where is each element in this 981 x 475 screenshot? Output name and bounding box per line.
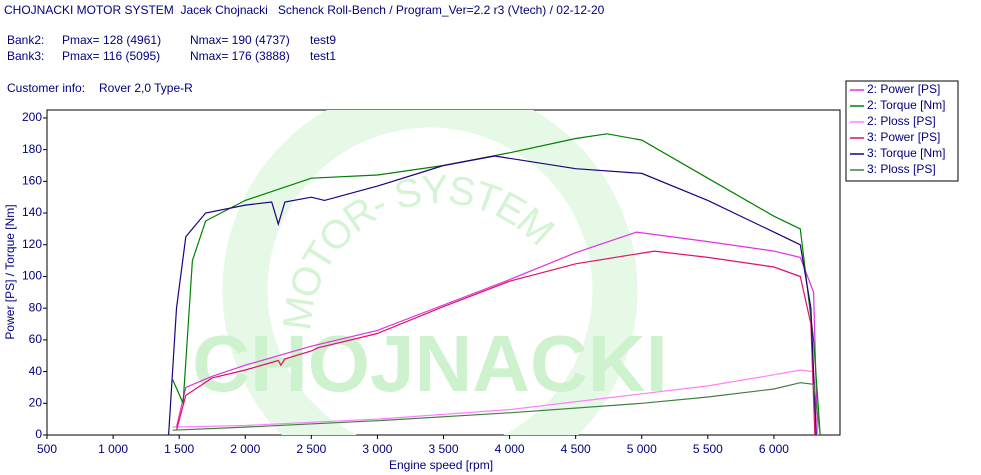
customer-label: Customer info:	[7, 81, 85, 95]
nmax: Nmax= 190 (4737)	[190, 33, 290, 47]
test: test9	[310, 33, 336, 47]
legend-label: 3: Torque [Nm]	[867, 146, 945, 160]
series-line	[172, 369, 819, 435]
header-line: CHOJNACKI MOTOR SYSTEM Jacek Chojnacki S…	[4, 3, 605, 17]
series-line	[172, 382, 821, 435]
plot-area	[46, 109, 841, 436]
x-tick-label: 3 000	[362, 442, 392, 456]
nmax: Nmax= 176 (3888)	[190, 49, 290, 63]
y-tick-label: 200	[22, 110, 42, 124]
test: test1	[310, 49, 336, 63]
y-tick-label: 140	[22, 205, 42, 219]
x-tick-label: 1 500	[164, 442, 194, 456]
legend-label: 2: Torque [Nm]	[867, 98, 945, 112]
pmax: Pmax= 128 (4961)	[62, 33, 161, 47]
series-line	[175, 231, 819, 435]
legend	[845, 80, 959, 182]
watermark-text: CHOJNACKI	[192, 319, 668, 408]
legend-label: 3: Ploss [PS]	[867, 162, 936, 176]
x-tick-label: 6 000	[759, 442, 789, 456]
x-tick-label: 500	[37, 442, 57, 456]
x-tick-label: 1 000	[98, 442, 128, 456]
x-tick-label: 2 500	[296, 442, 326, 456]
y-tick-label: 100	[22, 269, 42, 283]
legend-label: 3: Power [PS]	[867, 130, 940, 144]
y-tick-label: 20	[29, 395, 43, 409]
x-tick-label: 4 000	[495, 442, 525, 456]
legend-label: 2: Ploss [PS]	[867, 114, 936, 128]
pmax: Pmax= 116 (5095)	[62, 49, 160, 63]
x-tick-label: 5 000	[627, 442, 657, 456]
x-tick-label: 2 000	[230, 442, 260, 456]
y-tick-label: 0	[35, 427, 42, 441]
bank-label: Bank3:	[7, 49, 44, 63]
legend-label: 2: Power [PS]	[867, 82, 940, 96]
series-line	[172, 133, 821, 435]
y-tick-label: 180	[22, 142, 42, 156]
x-tick-label: 4 500	[561, 442, 591, 456]
series-layer	[168, 133, 821, 435]
x-tick-label: 5 500	[693, 442, 723, 456]
x-tick-label: 3 500	[428, 442, 458, 456]
watermark-ring	[222, 110, 638, 435]
y-tick-label: 160	[22, 174, 42, 188]
y-axis-label: Power [PS] / Torque [Nm]	[3, 204, 17, 339]
y-tick-label: 40	[29, 364, 43, 378]
series-line	[175, 250, 816, 435]
y-tick-label: 80	[29, 300, 43, 314]
series-line	[168, 155, 817, 435]
bank-label: Bank2:	[7, 33, 44, 47]
customer: Rover 2,0 Type-R	[99, 81, 193, 95]
y-tick-label: 120	[22, 237, 42, 251]
x-axis-label: Engine speed [rpm]	[389, 458, 493, 472]
y-tick-label: 60	[29, 332, 43, 346]
